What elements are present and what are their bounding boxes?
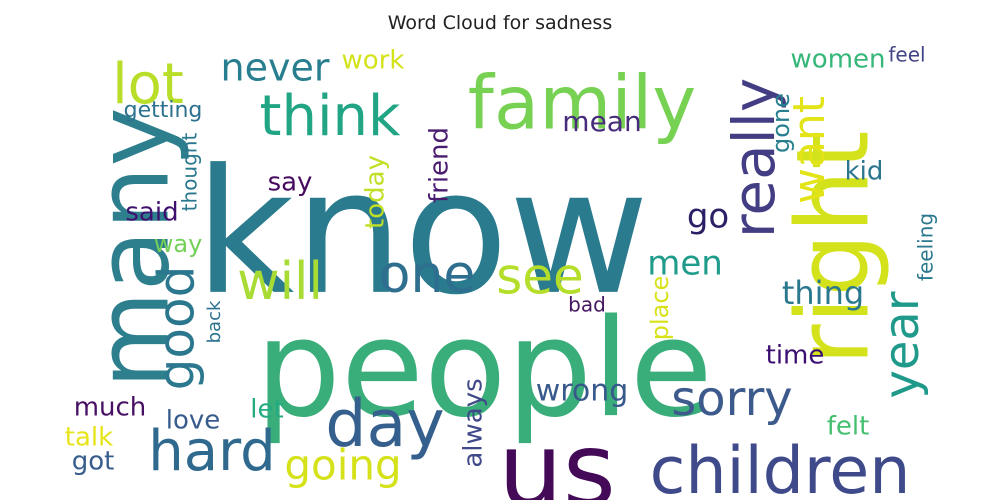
word-today: today <box>361 155 391 229</box>
word-time: time <box>766 341 825 371</box>
word-think: think <box>260 84 402 149</box>
word-go: go <box>687 197 729 237</box>
word-really: really <box>720 78 788 238</box>
word-work: work <box>342 46 405 76</box>
word-felt: felt <box>827 412 870 442</box>
word-always: always <box>459 378 489 467</box>
word-good: good <box>148 266 206 391</box>
word-women: women <box>791 45 886 75</box>
word-getting: getting <box>124 98 203 123</box>
word-right: right <box>774 131 891 366</box>
word-said: said <box>125 198 178 228</box>
word-back: back <box>204 300 225 343</box>
word-know: know <box>195 132 650 333</box>
chart-title: Word Cloud for sadness <box>387 12 613 34</box>
word-bad: bad <box>568 293 606 317</box>
word-talk: talk <box>65 423 113 453</box>
word-see: see <box>496 248 584 306</box>
word-us: us <box>498 411 616 500</box>
word-place: place <box>646 276 674 341</box>
word-way: way <box>154 230 203 258</box>
word-thought: thought <box>178 133 202 212</box>
word-sorry: sorry <box>671 371 792 427</box>
word-thing: thing <box>782 274 864 312</box>
word-year: year <box>874 291 930 398</box>
word-got: got <box>72 447 115 477</box>
word-many: many <box>74 107 191 388</box>
word-one: one <box>379 245 476 305</box>
word-love: love <box>166 406 221 436</box>
word-men: men <box>647 244 723 284</box>
word-mean: mean <box>562 105 641 138</box>
word-say: say <box>268 168 313 198</box>
word-lot: lot <box>112 52 184 117</box>
word-let: let <box>250 395 283 425</box>
word-going: going <box>284 441 401 490</box>
word-day: day <box>325 387 445 462</box>
word-friend: friend <box>425 127 455 203</box>
word-kid: kid <box>845 157 884 187</box>
word-family: family <box>468 61 696 147</box>
word-wrong: wrong <box>536 374 629 409</box>
word-will: will <box>237 252 323 312</box>
word-gone: gone <box>767 93 795 153</box>
word-want: want <box>784 96 835 204</box>
word-never: never <box>221 46 330 90</box>
word-feeling: feeling <box>914 213 938 281</box>
word-children: children <box>650 434 911 500</box>
word-people: people <box>255 290 713 447</box>
word-hard: hard <box>148 419 275 484</box>
word-much: much <box>74 393 147 423</box>
word-feel: feel <box>888 43 925 67</box>
